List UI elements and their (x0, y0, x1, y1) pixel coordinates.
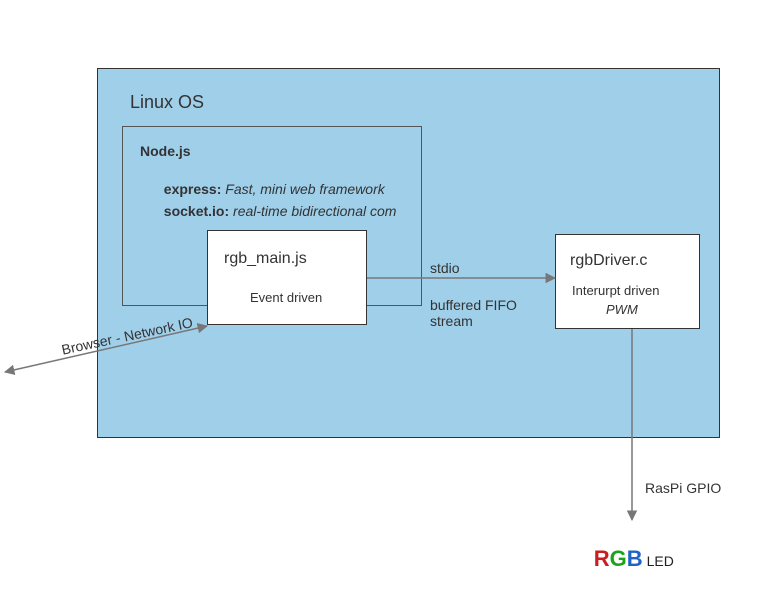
edge-gpio-label: RasPi GPIO (645, 480, 721, 496)
edge-stdio-label2: buffered FIFO stream (430, 297, 517, 329)
rgb-led-text: LED (643, 553, 674, 569)
linux-os-title: Linux OS (130, 92, 204, 113)
rgb-led-label: RGB LED (586, 530, 674, 572)
rgb-driver-line1: Interurpt driven (572, 283, 659, 298)
nodejs-socket-label: socket.io: (164, 203, 229, 219)
rgb-led-b: B (627, 546, 643, 571)
nodejs-title: Node.js (140, 143, 191, 159)
nodejs-socket-line: socket.io: real-time bidirectional com (156, 187, 396, 219)
rgb-driver-line2: PWM (606, 302, 638, 317)
rgb-main-title: rgb_main.js (224, 250, 307, 268)
nodejs-socket-text: real-time bidirectional com (229, 203, 396, 219)
edge-stdio-label: stdio (430, 260, 460, 276)
rgb-main-subtitle: Event driven (250, 290, 322, 305)
rgb-led-r: R (594, 546, 610, 571)
rgb-driver-title: rgbDriver.c (570, 252, 647, 270)
rgb-led-g: G (610, 546, 627, 571)
rgb-main-node (207, 230, 367, 325)
